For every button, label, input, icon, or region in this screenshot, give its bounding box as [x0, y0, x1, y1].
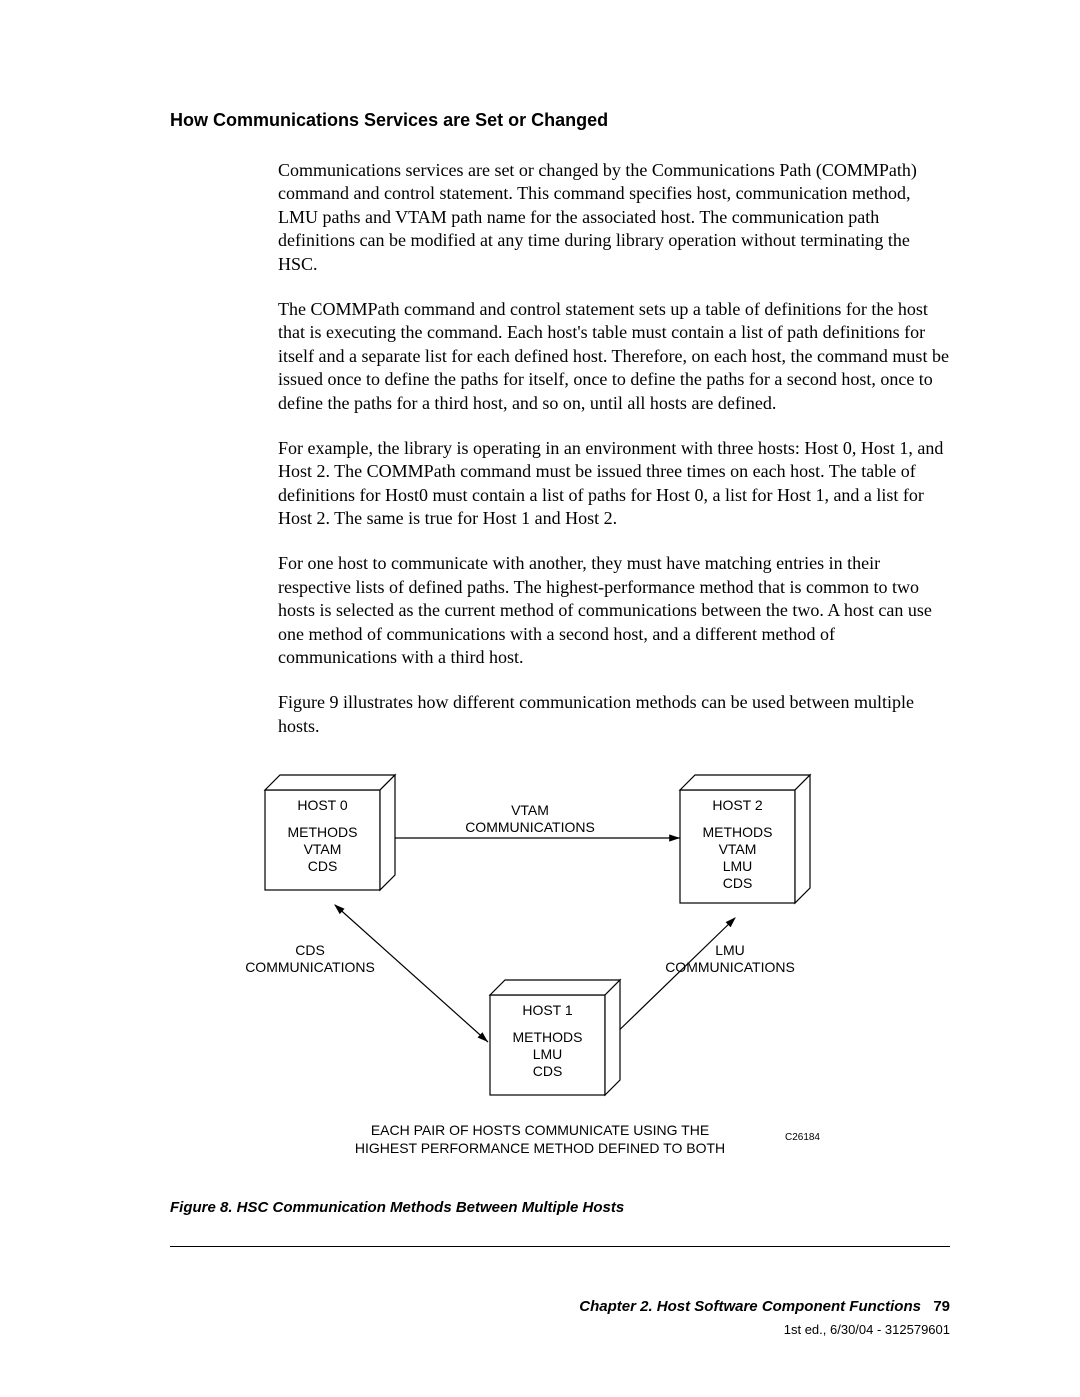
- svg-text:C26184: C26184: [785, 1132, 820, 1143]
- svg-text:CDS: CDS: [308, 858, 338, 874]
- svg-text:METHODS: METHODS: [288, 824, 358, 840]
- svg-text:LMU: LMU: [715, 942, 745, 958]
- page-footer: Chapter 2. Host Software Component Funct…: [579, 1298, 950, 1337]
- svg-text:COMMUNICATIONS: COMMUNICATIONS: [465, 819, 595, 835]
- communication-diagram: HOST 0METHODSVTAMCDSHOST 2METHODSVTAMLMU…: [210, 760, 850, 1180]
- paragraph-3: For example, the library is operating in…: [278, 437, 950, 531]
- paragraph-1: Communications services are set or chang…: [278, 159, 950, 276]
- svg-text:EACH PAIR OF HOSTS COMMUNI: EACH PAIR OF HOSTS COMMUNICATE USING THE: [371, 1122, 709, 1138]
- svg-text:LMU: LMU: [723, 858, 753, 874]
- svg-text:VTAM: VTAM: [511, 802, 549, 818]
- svg-text:CDS: CDS: [723, 875, 753, 891]
- paragraph-2: The COMMPath command and control stateme…: [278, 298, 950, 415]
- section-heading: How Communications Services are Set or C…: [170, 110, 950, 131]
- svg-text:VTAM: VTAM: [719, 841, 757, 857]
- paragraph-4: For one host to communicate with another…: [278, 552, 950, 669]
- svg-text:LMU: LMU: [533, 1046, 563, 1062]
- svg-text:HIGHEST PERFORMANCE METHOD: HIGHEST PERFORMANCE METHOD DEFINED TO BO…: [355, 1140, 725, 1156]
- svg-text:HOST 0: HOST 0: [297, 797, 348, 813]
- footer-edition: 1st ed., 6/30/04 - 312579601: [579, 1322, 950, 1337]
- figure-caption: Figure 8. HSC Communication Methods Betw…: [170, 1199, 950, 1216]
- svg-text:METHODS: METHODS: [513, 1029, 583, 1045]
- footer-chapter: Chapter 2. Host Software Component Funct…: [579, 1298, 921, 1315]
- footer-page-number: 79: [925, 1298, 950, 1315]
- svg-text:COMMUNICATIONS: COMMUNICATIONS: [245, 959, 375, 975]
- svg-text:VTAM: VTAM: [304, 841, 342, 857]
- svg-text:COMMUNICATIONS: COMMUNICATIONS: [665, 959, 795, 975]
- diagram-container: HOST 0METHODSVTAMCDSHOST 2METHODSVTAMLMU…: [210, 760, 950, 1185]
- footer-rule: [170, 1246, 950, 1247]
- svg-text:METHODS: METHODS: [703, 824, 773, 840]
- paragraph-5: Figure 9 illustrates how different commu…: [278, 691, 950, 738]
- svg-text:CDS: CDS: [295, 942, 325, 958]
- svg-text:HOST 1: HOST 1: [522, 1002, 573, 1018]
- svg-text:CDS: CDS: [533, 1063, 563, 1079]
- svg-text:HOST 2: HOST 2: [712, 797, 763, 813]
